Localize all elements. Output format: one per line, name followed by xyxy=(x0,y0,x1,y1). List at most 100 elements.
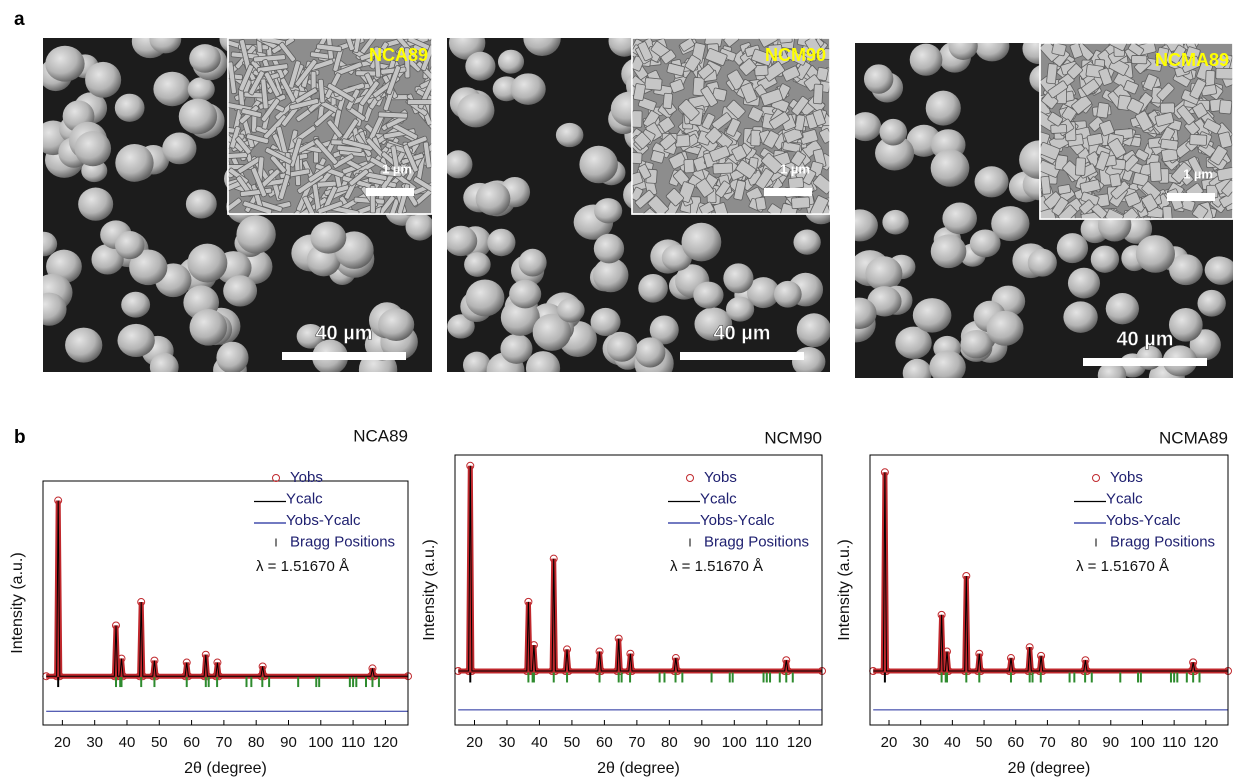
legend-label: Yobs xyxy=(1110,469,1143,486)
particle xyxy=(500,333,533,364)
chart-title: NCA89 xyxy=(353,426,408,445)
particle xyxy=(115,230,145,260)
inset-texture xyxy=(1040,43,1233,219)
grain xyxy=(278,174,291,200)
inset-scale-bar xyxy=(1167,193,1215,201)
grain xyxy=(1159,102,1175,114)
legend-label: Bragg Positions xyxy=(290,533,395,550)
scale-label: 40 µm xyxy=(1116,328,1173,350)
particle xyxy=(162,132,197,165)
legend-label: Yobs-Ycalc xyxy=(1106,512,1181,529)
y-axis-label: Intensity (a.u.) xyxy=(836,539,853,640)
grain xyxy=(278,41,296,63)
particle xyxy=(189,44,221,73)
x-tick-label: 20 xyxy=(881,734,898,751)
legend-label: Yobs xyxy=(290,469,323,486)
particle xyxy=(594,198,623,224)
grain xyxy=(1215,67,1233,80)
grain xyxy=(1149,161,1162,182)
inset-border xyxy=(1039,43,1233,220)
chart-title: NCMA89 xyxy=(1159,428,1228,447)
particle xyxy=(960,329,993,359)
particle xyxy=(447,314,475,339)
particle xyxy=(796,313,830,348)
grain xyxy=(1143,73,1158,91)
grain xyxy=(412,176,432,197)
particle xyxy=(114,93,145,122)
x-tick-label: 90 xyxy=(693,734,710,751)
particle xyxy=(930,149,970,187)
grain xyxy=(256,63,289,73)
particle xyxy=(895,326,932,359)
x-tick-label: 100 xyxy=(308,734,333,751)
particle xyxy=(855,209,878,242)
particle xyxy=(725,296,755,322)
particle xyxy=(178,98,218,135)
yobs-point xyxy=(1189,658,1198,667)
grain xyxy=(373,46,382,78)
particle xyxy=(791,347,826,372)
grain xyxy=(785,48,808,66)
x-tick-label: 100 xyxy=(722,734,747,751)
y-axis-label: Intensity (a.u.) xyxy=(421,539,438,640)
grain xyxy=(245,133,270,145)
x-tick-label: 110 xyxy=(341,734,365,751)
chart-title: NCM90 xyxy=(764,428,822,447)
panel-label: b xyxy=(14,427,26,448)
grain xyxy=(794,114,806,132)
scale-bar xyxy=(1083,358,1207,366)
legend-label: Ycalc xyxy=(286,490,323,507)
grain xyxy=(754,64,769,77)
grain xyxy=(332,153,355,169)
grain xyxy=(740,82,758,104)
grain xyxy=(799,129,819,145)
grain xyxy=(1189,78,1207,100)
particle xyxy=(557,297,585,323)
grain xyxy=(644,77,663,91)
particle xyxy=(523,38,561,56)
particle xyxy=(793,229,821,255)
grain xyxy=(336,144,363,153)
legend-label: Yobs xyxy=(704,469,737,486)
legend-label: Yobs-Ycalc xyxy=(286,512,361,529)
grain xyxy=(1171,161,1192,184)
sem-image: NCA89 1 µm 40 µm xyxy=(43,38,432,372)
grain xyxy=(760,88,783,107)
grain xyxy=(813,83,824,105)
ycalc-line xyxy=(46,500,408,677)
grain xyxy=(1109,173,1122,188)
grain xyxy=(1079,179,1101,194)
plot-frame xyxy=(869,454,1229,726)
particle xyxy=(1056,233,1089,264)
grain xyxy=(790,150,806,167)
grain xyxy=(420,44,432,72)
particle xyxy=(447,225,478,257)
grain xyxy=(352,38,363,53)
grain xyxy=(334,61,363,77)
grain xyxy=(700,85,718,107)
x-tick-label: 70 xyxy=(216,734,233,751)
grain xyxy=(260,78,269,110)
grain xyxy=(302,195,316,214)
grain xyxy=(632,171,644,187)
particle xyxy=(694,307,733,341)
particle xyxy=(457,93,495,128)
particle xyxy=(464,252,491,277)
grain xyxy=(253,54,286,63)
particle xyxy=(1168,307,1203,342)
particle xyxy=(912,298,952,333)
panel-label: a xyxy=(14,9,25,30)
grain xyxy=(1135,110,1154,132)
grain xyxy=(769,111,790,130)
particle xyxy=(45,45,85,82)
grain xyxy=(782,141,801,153)
grain xyxy=(1088,116,1105,132)
grain xyxy=(637,96,657,112)
grain xyxy=(733,179,747,201)
grain xyxy=(1192,102,1208,119)
grain xyxy=(241,108,263,118)
grain xyxy=(711,87,728,102)
inset-scale-label: 1 µm xyxy=(382,161,412,176)
grain xyxy=(735,159,757,179)
